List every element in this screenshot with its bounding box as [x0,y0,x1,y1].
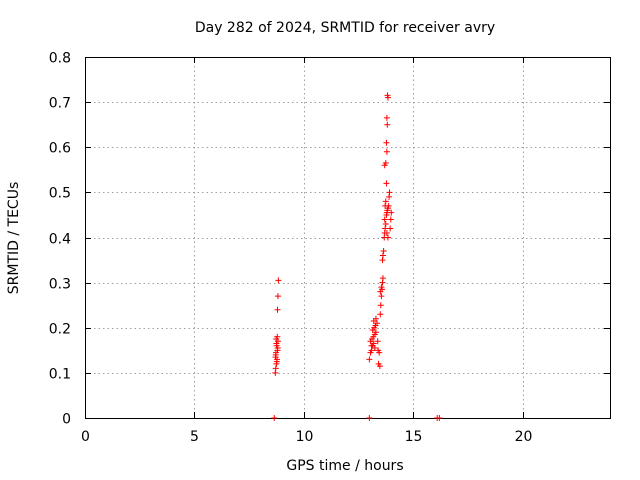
data-point [273,340,280,347]
axis-ticks [85,57,610,419]
x-axis-label: GPS time / hours [286,458,403,474]
y-axis-label: SRMTID / TECUs [6,182,22,295]
data-point [383,148,390,155]
y-tick-label: 0.4 [49,232,71,248]
data-point [376,349,383,356]
data-point [386,189,393,196]
data-point [436,415,443,421]
data-point [271,415,278,421]
data-point [382,202,389,209]
data-point [382,225,389,232]
data-point [378,284,385,291]
x-tick-label: 15 [405,429,423,445]
x-tick-labels: 0 5 10 15 20 [81,429,532,445]
chart-title: Day 282 of 2024, SRMTID for receiver avr… [195,20,495,36]
y-tick-label: 0 [62,412,71,428]
x-tick-label: 5 [190,429,199,445]
data-point [382,198,389,205]
data-point [378,293,385,300]
data-point [273,358,280,365]
y-tick-label: 0.8 [49,51,71,67]
data-point [377,302,384,309]
data-point [388,209,395,216]
y-tick-label: 0.5 [49,186,71,202]
y-tick-label: 0.7 [49,96,71,112]
data-point [383,114,390,121]
data-point [379,252,386,259]
data-point [382,220,389,227]
data-point [274,293,281,300]
data-point [383,180,390,187]
data-point [272,365,279,372]
data-point [387,216,394,223]
data-point [379,275,386,282]
data-point [274,345,281,352]
data-point [377,311,384,318]
data-point [382,160,389,167]
x-tick-label: 20 [515,429,533,445]
data-point [381,216,388,223]
data-point [380,248,387,255]
data-point [384,234,391,241]
data-point [274,306,281,313]
y-tick-labels: 0 0.1 0.2 0.3 0.4 0.5 0.6 0.7 0.8 [49,51,71,428]
data-point [372,315,379,322]
data-point [275,277,282,284]
data-point [384,92,391,99]
y-tick-label: 0.3 [49,277,71,293]
x-tick-label: 0 [81,429,90,445]
y-tick-label: 0.2 [49,322,71,338]
data-point [387,225,394,232]
data-point [371,345,378,352]
data-point [384,121,391,128]
x-tick-label: 10 [296,429,314,445]
data-point [272,349,279,356]
data-point [366,356,373,363]
data-point [374,320,381,327]
data-point [383,139,390,146]
data-point [372,329,379,336]
data-point [368,342,375,349]
data-point [274,333,281,340]
data-point [374,338,381,345]
data-points [271,92,443,421]
y-tick-label: 0.1 [49,367,71,383]
grid-lines [85,57,610,418]
y-tick-label: 0.6 [49,141,71,157]
data-point [366,415,373,421]
data-point [376,363,383,370]
data-point [383,229,390,236]
